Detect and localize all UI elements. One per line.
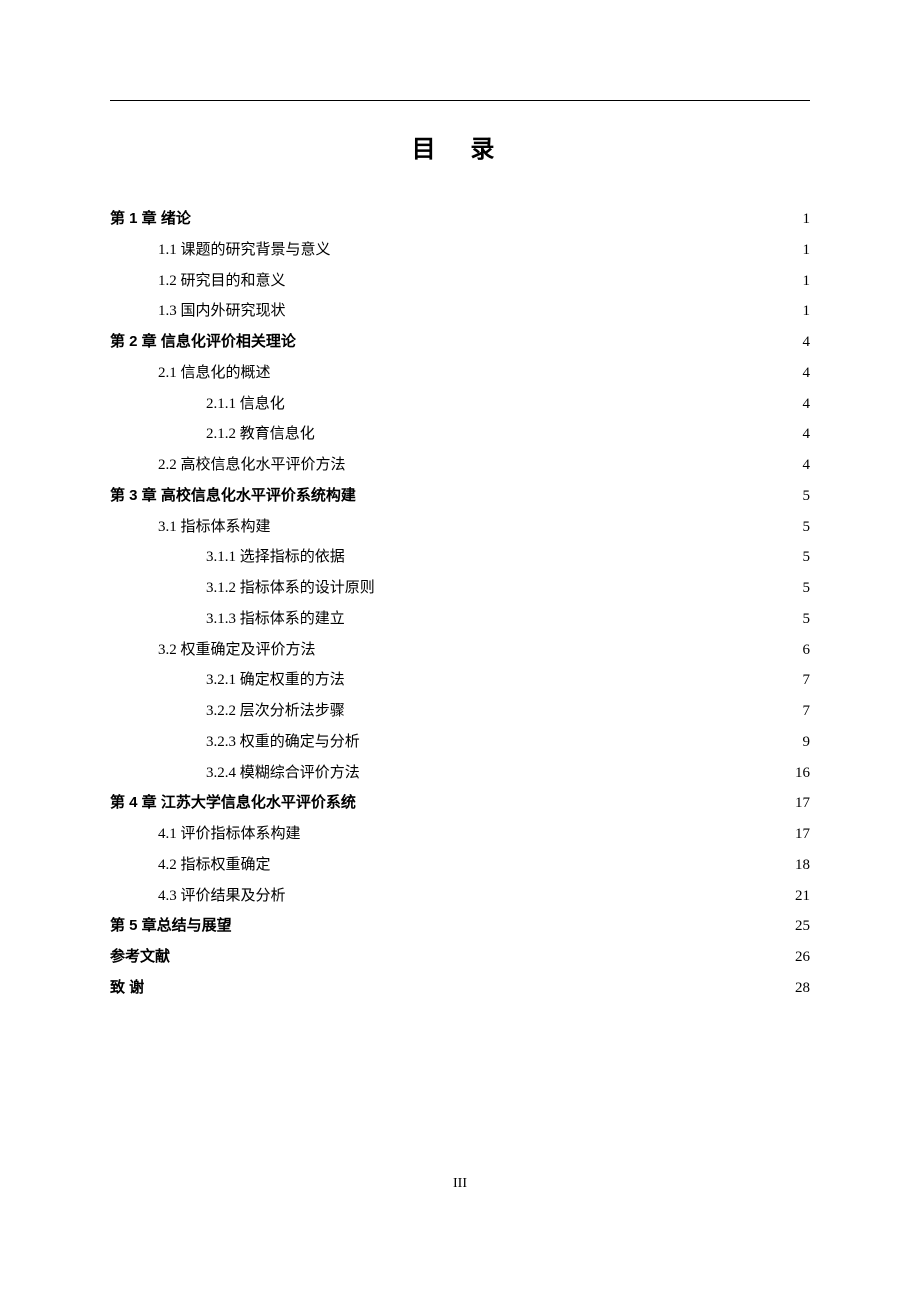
- toc-entry-label: 3.2.1 确定权重的方法: [206, 665, 345, 696]
- toc-list: 第 1 章 绪论 11.1 课题的研究背景与意义 11.2 研究目的和意义 11…: [110, 204, 810, 1004]
- toc-entry-label: 2.1.2 教育信息化: [206, 419, 315, 450]
- toc-entry: 致 谢 28: [110, 973, 810, 1004]
- toc-entry-page: 7: [790, 665, 810, 696]
- toc-entry-page: 4: [790, 419, 810, 450]
- toc-entry-label: 3.2 权重确定及评价方法: [158, 635, 316, 666]
- toc-entry: 3.1.3 指标体系的建立 5: [110, 604, 810, 635]
- toc-entry: 3.2 权重确定及评价方法 6: [110, 635, 810, 666]
- toc-entry: 参考文献 26: [110, 942, 810, 973]
- toc-entry: 4.3 评价结果及分析 21: [110, 881, 810, 912]
- toc-entry: 第 2 章 信息化评价相关理论 4: [110, 327, 810, 358]
- toc-entry-label: 第 1 章 绪论: [110, 204, 191, 235]
- toc-entry-page: 18: [790, 850, 810, 881]
- toc-entry: 2.1.2 教育信息化 4: [110, 419, 810, 450]
- toc-entry: 第 1 章 绪论 1: [110, 204, 810, 235]
- toc-entry: 2.1 信息化的概述 4: [110, 358, 810, 389]
- toc-entry-page: 4: [790, 358, 810, 389]
- toc-entry: 3.1 指标体系构建 5: [110, 512, 810, 543]
- toc-entry-page: 21: [790, 881, 810, 912]
- toc-entry-page: 6: [790, 635, 810, 666]
- header-rule: [110, 100, 810, 101]
- document-page: 目 录 第 1 章 绪论 11.1 课题的研究背景与意义 11.2 研究目的和意…: [0, 0, 920, 1302]
- toc-entry-page: 25: [790, 911, 810, 942]
- page-number: III: [0, 1176, 920, 1192]
- toc-entry-label: 致 谢: [110, 973, 144, 1004]
- toc-entry-label: 1.1 课题的研究背景与意义: [158, 235, 331, 266]
- toc-entry: 3.2.3 权重的确定与分析 9: [110, 727, 810, 758]
- toc-entry-label: 3.1.2 指标体系的设计原则: [206, 573, 375, 604]
- toc-entry-label: 3.1.3 指标体系的建立: [206, 604, 345, 635]
- toc-entry-label: 3.2.4 模糊综合评价方法: [206, 758, 360, 789]
- toc-entry-label: 3.2.2 层次分析法步骤: [206, 696, 345, 727]
- toc-entry-label: 1.2 研究目的和意义: [158, 266, 286, 297]
- toc-entry: 4.2 指标权重确定 18: [110, 850, 810, 881]
- toc-entry: 3.2.4 模糊综合评价方法 16: [110, 758, 810, 789]
- toc-entry-page: 4: [790, 450, 810, 481]
- toc-entry-label: 2.1.1 信息化: [206, 389, 285, 420]
- toc-entry-label: 1.3 国内外研究现状: [158, 296, 286, 327]
- toc-entry-label: 2.2 高校信息化水平评价方法: [158, 450, 346, 481]
- toc-entry-page: 4: [790, 389, 810, 420]
- toc-entry: 3.2.2 层次分析法步骤 7: [110, 696, 810, 727]
- toc-entry: 2.1.1 信息化 4: [110, 389, 810, 420]
- toc-entry-label: 3.1 指标体系构建: [158, 512, 271, 543]
- toc-entry-label: 4.1 评价指标体系构建: [158, 819, 301, 850]
- toc-entry: 1.2 研究目的和意义 1: [110, 266, 810, 297]
- toc-entry-page: 28: [790, 973, 810, 1004]
- toc-entry-label: 第 4 章 江苏大学信息化水平评价系统: [110, 788, 356, 819]
- toc-entry-label: 第 2 章 信息化评价相关理论: [110, 327, 296, 358]
- toc-entry-page: 5: [790, 542, 810, 573]
- toc-entry-label: 参考文献: [110, 942, 170, 973]
- toc-entry: 3.2.1 确定权重的方法 7: [110, 665, 810, 696]
- toc-entry-label: 4.3 评价结果及分析: [158, 881, 286, 912]
- toc-entry-label: 第 5 章总结与展望: [110, 911, 232, 942]
- toc-entry-label: 3.1.1 选择指标的依据: [206, 542, 345, 573]
- toc-entry-page: 1: [790, 204, 810, 235]
- toc-entry-page: 16: [790, 758, 810, 789]
- toc-title: 目 录: [110, 129, 810, 164]
- toc-entry-label: 4.2 指标权重确定: [158, 850, 271, 881]
- toc-entry: 第 4 章 江苏大学信息化水平评价系统 17: [110, 788, 810, 819]
- toc-entry-page: 5: [790, 604, 810, 635]
- toc-entry-page: 9: [790, 727, 810, 758]
- toc-entry: 第 3 章 高校信息化水平评价系统构建 5: [110, 481, 810, 512]
- toc-entry-page: 5: [790, 573, 810, 604]
- toc-entry-page: 1: [790, 235, 810, 266]
- toc-entry-page: 5: [790, 512, 810, 543]
- toc-entry-page: 1: [790, 266, 810, 297]
- toc-entry-page: 5: [790, 481, 810, 512]
- toc-entry: 第 5 章总结与展望 25: [110, 911, 810, 942]
- toc-entry: 1.3 国内外研究现状 1: [110, 296, 810, 327]
- toc-entry: 3.1.2 指标体系的设计原则 5: [110, 573, 810, 604]
- toc-entry-page: 17: [790, 819, 810, 850]
- toc-entry-page: 7: [790, 696, 810, 727]
- toc-entry: 4.1 评价指标体系构建 17: [110, 819, 810, 850]
- toc-entry: 3.1.1 选择指标的依据 5: [110, 542, 810, 573]
- toc-entry-label: 2.1 信息化的概述: [158, 358, 271, 389]
- toc-entry: 1.1 课题的研究背景与意义 1: [110, 235, 810, 266]
- toc-entry-page: 26: [790, 942, 810, 973]
- toc-entry-page: 17: [790, 788, 810, 819]
- toc-entry: 2.2 高校信息化水平评价方法 4: [110, 450, 810, 481]
- toc-entry-page: 1: [790, 296, 810, 327]
- toc-entry-label: 第 3 章 高校信息化水平评价系统构建: [110, 481, 356, 512]
- toc-entry-label: 3.2.3 权重的确定与分析: [206, 727, 360, 758]
- toc-entry-page: 4: [790, 327, 810, 358]
